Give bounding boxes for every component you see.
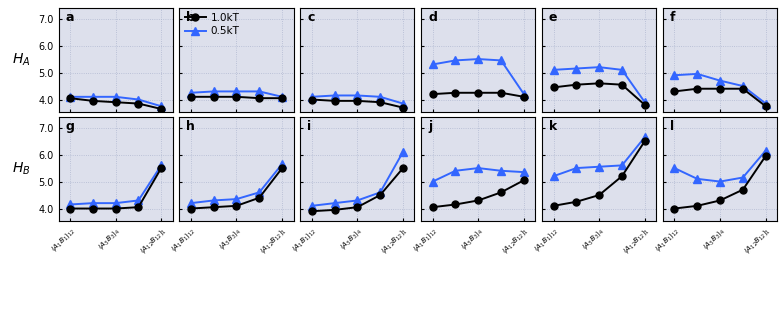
Text: f: f (670, 11, 676, 24)
Y-axis label: $H_A$: $H_A$ (12, 52, 31, 68)
Text: k: k (549, 120, 557, 133)
Text: j: j (428, 120, 432, 133)
Text: e: e (549, 11, 558, 24)
Legend: 1.0kT, 0.5kT: 1.0kT, 0.5kT (184, 13, 240, 36)
Text: c: c (307, 11, 315, 24)
Text: b: b (187, 11, 195, 24)
Text: i: i (307, 120, 312, 133)
Text: h: h (187, 120, 195, 133)
Text: d: d (428, 11, 437, 24)
Text: g: g (66, 120, 74, 133)
Text: a: a (66, 11, 74, 24)
Y-axis label: $H_B$: $H_B$ (12, 161, 31, 177)
Text: l: l (670, 120, 674, 133)
